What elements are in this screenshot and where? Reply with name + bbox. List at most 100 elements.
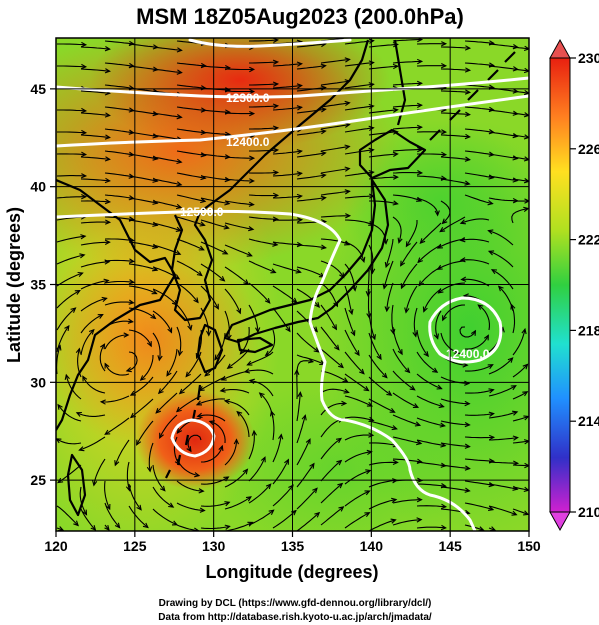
streamline	[104, 84, 134, 89]
streamline-arrowhead	[464, 465, 471, 471]
streamline-arrowhead	[368, 147, 375, 153]
streamline-arrowhead	[129, 412, 136, 419]
streamline	[176, 216, 205, 226]
streamline	[320, 418, 343, 438]
streamline	[320, 260, 345, 278]
streamline	[272, 307, 291, 332]
streamline-arrowhead	[159, 432, 164, 439]
streamline-arrowhead	[79, 253, 86, 259]
streamline	[296, 512, 320, 531]
streamline	[248, 238, 278, 246]
streamline	[56, 290, 81, 309]
streamline-arrowhead	[114, 522, 121, 529]
streamline-arrowhead	[105, 503, 111, 511]
streamline	[368, 461, 398, 466]
streamline-arrowhead	[64, 324, 70, 331]
streamline-arrowhead	[77, 271, 84, 277]
streamline-arrowhead	[219, 387, 226, 393]
streamline-arrowhead	[74, 290, 81, 295]
streamline-arrowhead	[524, 462, 529, 469]
streamline-arrowhead	[312, 487, 318, 494]
streamline	[176, 172, 206, 179]
coastline-taiwan	[66, 453, 87, 517]
x-tick-label: 125	[123, 538, 147, 554]
streamline	[464, 150, 494, 156]
streamline	[392, 82, 422, 86]
streamline	[200, 131, 230, 136]
streamline-arrowhead	[364, 512, 371, 518]
streamline	[128, 483, 142, 511]
streamline-arrowhead	[512, 132, 519, 139]
streamline	[80, 314, 103, 334]
x-axis-label: Longitude (degrees)	[205, 562, 378, 582]
streamline	[128, 153, 158, 160]
streamline	[512, 486, 529, 491]
streamline-arrowhead	[175, 250, 182, 256]
streamline	[128, 131, 158, 138]
contour-12400	[56, 94, 529, 148]
streamline	[79, 486, 87, 515]
wind-streamlines	[56, 38, 529, 531]
streamline	[368, 519, 396, 531]
streamline-arrowhead	[439, 227, 446, 233]
streamline-arrowhead	[331, 324, 338, 331]
streamline-arrowhead	[487, 200, 494, 206]
streamline	[488, 461, 518, 464]
streamline	[368, 332, 382, 360]
streamline-arrowhead	[166, 370, 172, 377]
streamline	[152, 486, 174, 508]
streamline	[488, 197, 518, 202]
streamline	[296, 174, 326, 180]
streamline	[80, 329, 95, 356]
streamline	[152, 68, 182, 74]
streamline-arrowhead	[376, 354, 382, 361]
colorbar-tick-label: 226	[578, 141, 599, 157]
streamline-arrowhead	[185, 371, 191, 378]
streamline-arrowhead	[123, 332, 130, 338]
streamline-arrowhead	[365, 290, 371, 298]
streamline-arrowhead	[151, 289, 158, 295]
streamline	[248, 304, 259, 333]
streamline-arrowhead	[80, 173, 88, 179]
streamline	[176, 84, 206, 89]
coastline-hokkaido	[358, 128, 427, 180]
streamline	[200, 65, 230, 69]
streamline	[296, 463, 315, 488]
contour-label-12300: 12300.0	[226, 91, 270, 105]
streamline-arrowhead	[320, 172, 327, 179]
streamline	[368, 376, 392, 396]
streamline	[344, 469, 371, 485]
colorbar-fill	[549, 57, 571, 513]
streamline	[296, 415, 306, 444]
streamline	[272, 63, 302, 67]
streamline-arrowhead	[168, 502, 175, 508]
streamline-arrowhead	[200, 197, 207, 204]
streamline-arrowhead	[104, 524, 110, 531]
streamline	[392, 499, 422, 504]
x-tick-label: 145	[438, 538, 462, 554]
streamline	[418, 266, 442, 286]
streamline-arrowhead	[342, 377, 349, 383]
streamline	[247, 351, 274, 366]
streamline-arrowhead	[344, 57, 351, 63]
streamline	[512, 112, 529, 116]
streamline-arrowhead	[464, 156, 471, 162]
streamline-arrowhead	[488, 505, 495, 511]
streamline	[460, 259, 490, 265]
streamline-arrowhead	[176, 181, 183, 187]
streamline	[320, 80, 350, 86]
streamline-arrowhead	[409, 385, 416, 391]
streamline-arrowhead	[175, 406, 182, 413]
streamline	[197, 414, 226, 422]
streamline	[368, 131, 398, 136]
colorbar-min-arrow	[549, 511, 571, 532]
streamline-arrowhead	[487, 229, 494, 235]
streamline	[400, 263, 418, 289]
streamline-arrowhead	[392, 151, 399, 157]
streamline-arrowhead	[82, 375, 88, 382]
streamline	[383, 260, 394, 289]
streamline-arrowhead	[404, 307, 410, 314]
streamline	[413, 307, 418, 337]
streamline	[196, 398, 226, 406]
streamline	[296, 130, 326, 136]
